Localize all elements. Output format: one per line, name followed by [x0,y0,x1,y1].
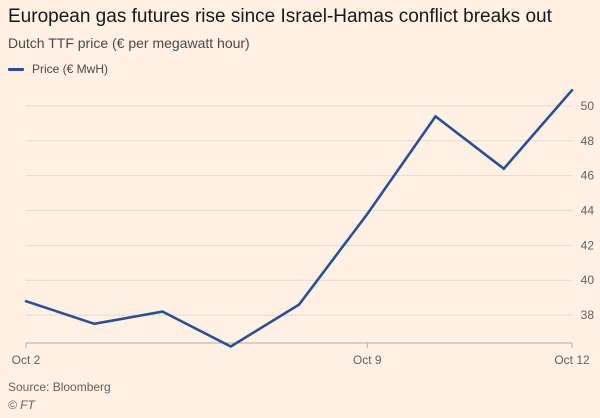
legend-label: Price (€ MwH) [32,62,109,76]
y-tick-label: 44 [581,204,595,218]
y-tick-label: 40 [581,273,595,287]
series-layer [24,88,574,348]
series-line-price [24,88,574,348]
chart-subtitle: Dutch TTF price (€ per megawatt hour) [8,35,250,51]
y-tick-label: 48 [581,134,595,148]
x-tick-label: Oct 9 [353,353,382,367]
legend-swatch [8,67,24,71]
chart-title: European gas futures rise since Israel-H… [8,6,552,27]
y-tick-label: 42 [581,238,595,252]
grid-lines [26,105,572,316]
axes [25,342,573,348]
x-tick-label: Oct 12 [554,353,590,367]
y-tick-label: 46 [581,169,595,183]
credit-note: © FT [8,398,35,412]
x-tick-label: Oct 2 [12,353,41,367]
y-tick-label: 38 [581,308,595,322]
legend: Price (€ MwH) [8,62,108,76]
source-note: Source: Bloomberg [8,380,111,394]
y-tick-label: 50 [581,99,595,113]
tick-labels: 38 40 42 44 46 48 50 Oct 2 Oct 9 Oct 12 [12,99,595,367]
